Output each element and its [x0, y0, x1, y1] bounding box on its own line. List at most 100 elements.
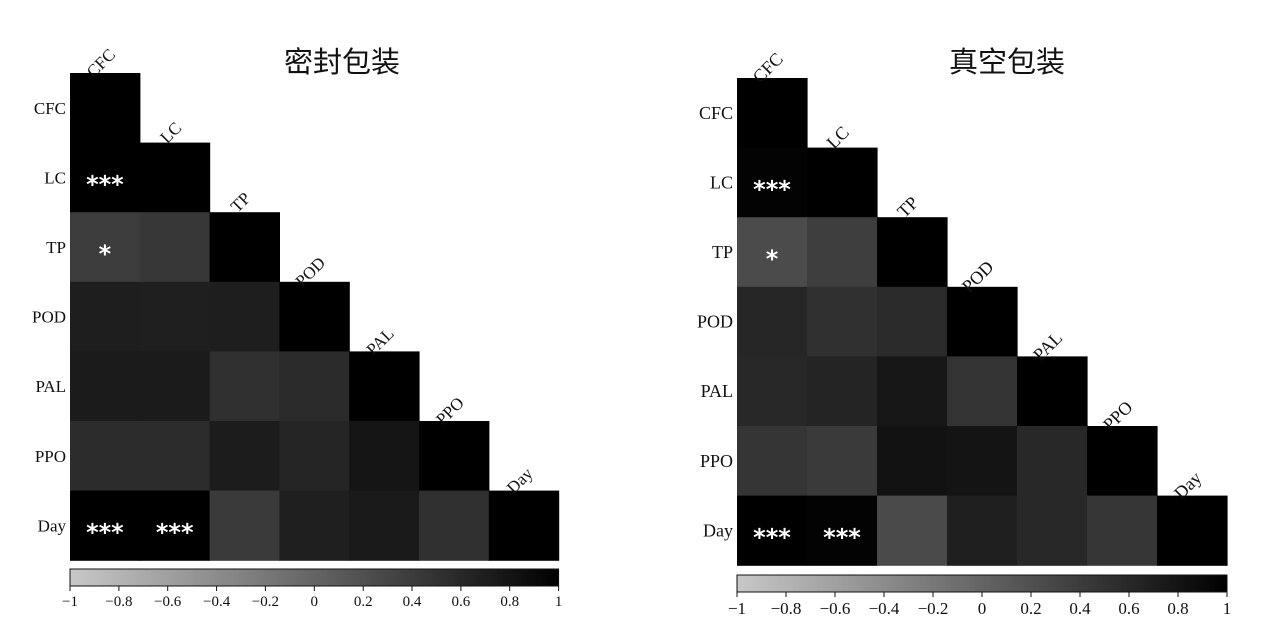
heatmap-cell [737, 78, 808, 149]
heatmap-cell [70, 73, 141, 144]
heatmap-cell [737, 356, 808, 427]
heatmap-panel-sealed: 密封包装 CFCLCTPPODPALPPODayCFCLCTPPODPALPPO… [32, 45, 562, 610]
heatmap-cell [139, 421, 211, 492]
colorbar-tick-label: 0.4 [1069, 599, 1091, 618]
colorbar-tick-label: −0.4 [203, 594, 231, 610]
heatmap-cells [70, 73, 560, 561]
row-label: CFC [34, 99, 66, 118]
heatmap-cell [1157, 495, 1228, 566]
colorbar [736, 574, 1228, 593]
heatmap-cell [877, 495, 948, 566]
significance-stars: *** [823, 523, 861, 551]
row-label: POD [697, 312, 733, 332]
heatmap-cell [737, 147, 808, 218]
colorbar-tick-label: −0.6 [154, 594, 182, 610]
row-label: POD [32, 308, 66, 327]
heatmap-cell [70, 351, 141, 422]
heatmap-panel-vacuum: 真空包装 CFCLCTPPODPALPPODayCFCLCTPPODPALPPO… [697, 45, 1231, 618]
heatmap-cell [139, 142, 211, 213]
row-label: TP [46, 238, 66, 257]
heatmap-cell [1017, 426, 1088, 497]
row-label: TP [712, 242, 733, 262]
heatmap-cell [947, 426, 1018, 497]
row-label: PPO [700, 451, 733, 471]
row-label: PAL [701, 381, 733, 401]
heatmap-cell [349, 351, 420, 422]
colorbar [69, 568, 560, 587]
heatmap-cell [70, 490, 141, 561]
row-label: PAL [35, 377, 66, 396]
heatmap-cell [70, 142, 141, 213]
colorbar-tick-label: −0.2 [918, 599, 949, 618]
colorbar-tick-label: 0.8 [1167, 599, 1188, 618]
heatmap-cell [209, 421, 280, 492]
heatmap-cell [419, 490, 490, 561]
heatmap-cell [209, 351, 280, 422]
colorbar-tick-label: 0.2 [1020, 599, 1041, 618]
colorbar-tick-label: 0.2 [354, 594, 373, 610]
heatmap-cell [1087, 495, 1158, 566]
heatmap-cell [209, 212, 280, 283]
heatmap-cell [70, 421, 141, 492]
row-label: LC [44, 168, 66, 187]
column-label: TP [893, 192, 922, 221]
row-label: Day [38, 516, 67, 535]
heatmap-cell [807, 147, 878, 218]
heatmap-cell [349, 490, 420, 561]
colorbar-tick-label: −0.4 [869, 599, 900, 618]
heatmap-cell [139, 212, 211, 283]
heatmap-cell [947, 356, 1018, 427]
heatmap-cell [419, 421, 490, 492]
heatmap-cell [209, 281, 280, 352]
colorbar-tick-label: 1 [1223, 599, 1232, 618]
significance-stars: *** [753, 175, 791, 203]
row-label: CFC [699, 103, 733, 123]
significance-stars: * [99, 240, 112, 268]
significance-stars: * [766, 245, 779, 273]
panel-title: 密封包装 [284, 45, 400, 79]
heatmap-cell [807, 286, 878, 357]
heatmap-cell [737, 286, 808, 357]
row-label: LC [710, 172, 733, 192]
heatmap-cell [947, 495, 1018, 566]
heatmap-cell [279, 421, 350, 492]
heatmap-cell [877, 217, 948, 288]
colorbar-tick-label: −0.2 [252, 594, 279, 610]
significance-stars: *** [86, 170, 124, 198]
heatmap-cell [70, 281, 141, 352]
heatmap-cell [139, 490, 211, 561]
significance-stars: *** [156, 518, 194, 546]
heatmap-cell [807, 495, 878, 566]
heatmap-cell [877, 426, 948, 497]
colorbar-tick-label: −1 [62, 594, 78, 610]
colorbar-tick-label: −0.6 [820, 599, 851, 618]
heatmap-cell [807, 426, 878, 497]
colorbar-tick-label: 0.6 [1118, 599, 1139, 618]
heatmap-cell [737, 495, 808, 566]
heatmap-cell [139, 281, 211, 352]
heatmap-cells [737, 78, 1228, 566]
colorbar-tick-label: 0.6 [452, 594, 471, 610]
colorbar-tick-label: 0 [978, 599, 987, 618]
heatmap-cell [139, 351, 211, 422]
heatmap-cell [488, 490, 560, 561]
heatmap-cell [877, 286, 948, 357]
colorbar-tick-label: 0.4 [403, 594, 422, 610]
heatmap-cell [947, 286, 1018, 357]
row-label: PPO [35, 447, 66, 466]
heatmap-cell [737, 217, 808, 288]
heatmap-cell [70, 212, 141, 283]
colorbar-tick-label: −0.8 [771, 599, 802, 618]
row-label: Day [703, 520, 733, 540]
colorbar-tick-label: 1 [555, 594, 563, 610]
heatmap-cell [209, 490, 280, 561]
heatmap-cell [1017, 356, 1088, 427]
heatmap-cell [349, 421, 420, 492]
colorbar-tick-label: 0.8 [500, 594, 519, 610]
colorbar-tick-label: −0.8 [105, 594, 132, 610]
heatmap-cell [279, 281, 350, 352]
colorbar-tick-label: −1 [728, 599, 746, 618]
heatmap-cell [279, 490, 350, 561]
heatmap-cell [1017, 495, 1088, 566]
